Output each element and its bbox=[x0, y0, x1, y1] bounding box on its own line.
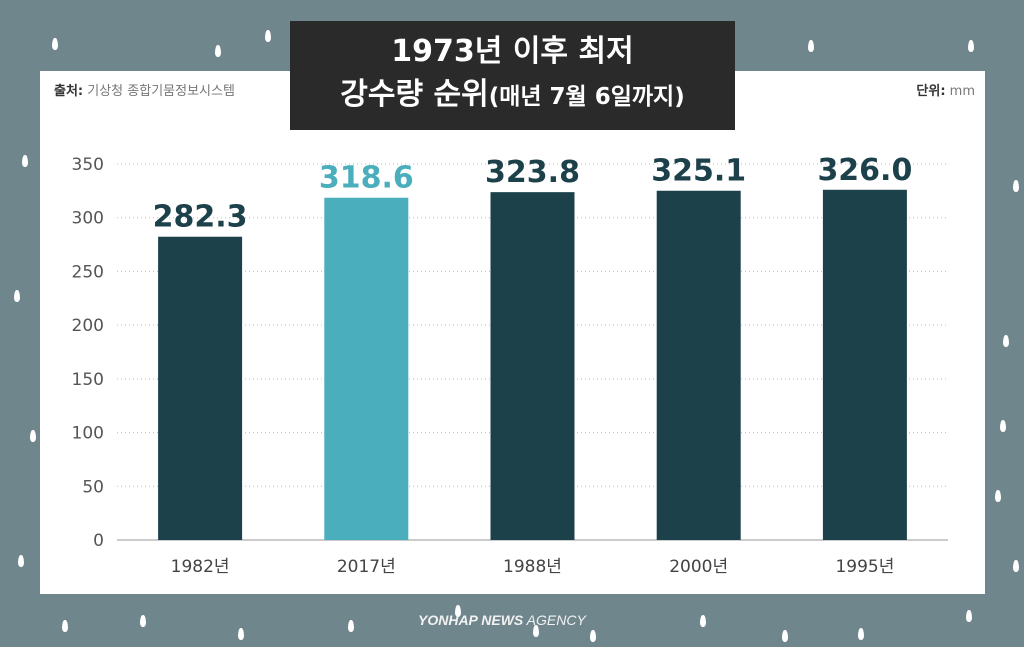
value-label: 325.1 bbox=[651, 154, 746, 189]
bar bbox=[822, 189, 907, 541]
raindrop-icon bbox=[1013, 560, 1019, 572]
x-tick-label: 2000년 bbox=[669, 557, 728, 577]
raindrop-icon bbox=[348, 620, 354, 632]
raindrop-icon bbox=[533, 625, 539, 637]
raindrop-icon bbox=[455, 605, 461, 617]
source-note: 출처: 기상청 종합기뭄정보시스템 bbox=[54, 84, 235, 99]
x-tick-label: 1995년 bbox=[835, 557, 894, 577]
value-label: 326.0 bbox=[817, 153, 912, 188]
raindrop-icon bbox=[22, 155, 28, 167]
value-label: 282.3 bbox=[153, 200, 248, 235]
raindrop-icon bbox=[1000, 420, 1006, 432]
raindrop-icon bbox=[215, 45, 221, 57]
bar bbox=[158, 236, 243, 541]
raindrop-icon bbox=[140, 615, 146, 627]
raindrop-icon bbox=[52, 38, 58, 50]
y-tick-label: 350 bbox=[72, 155, 104, 175]
x-tick-label: 2017년 bbox=[337, 557, 396, 577]
unit-note: 단위: mm bbox=[916, 84, 975, 99]
y-tick-label: 50 bbox=[82, 477, 104, 497]
y-tick-label: 200 bbox=[72, 316, 104, 336]
bar bbox=[656, 190, 741, 541]
y-tick-label: 250 bbox=[72, 262, 104, 282]
value-label: 323.8 bbox=[485, 155, 580, 190]
y-tick-label: 0 bbox=[93, 531, 104, 551]
bar bbox=[324, 197, 409, 540]
raindrop-icon bbox=[62, 620, 68, 632]
x-tick-label: 1982년 bbox=[171, 557, 230, 577]
raindrop-icon bbox=[1003, 335, 1009, 347]
y-tick-label: 100 bbox=[72, 424, 104, 444]
raindrop-icon bbox=[265, 30, 271, 42]
raindrop-icon bbox=[995, 490, 1001, 502]
yonhap-logo: YONHAP NEWS AGENCY bbox=[418, 612, 586, 628]
chart-title: 1973년 이후 최저 강수량 순위(매년 7월 6일까지) bbox=[290, 21, 735, 130]
raindrop-icon bbox=[14, 290, 20, 302]
raindrop-icon bbox=[18, 555, 24, 567]
raindrop-icon bbox=[590, 630, 596, 642]
bar bbox=[490, 192, 575, 540]
raindrop-icon bbox=[968, 40, 974, 52]
raindrop-icon bbox=[30, 430, 36, 442]
y-tick-label: 150 bbox=[72, 370, 104, 390]
raindrop-icon bbox=[858, 628, 864, 640]
y-tick-label: 300 bbox=[72, 209, 104, 229]
raindrop-icon bbox=[238, 628, 244, 640]
x-tick-label: 1988년 bbox=[503, 557, 562, 577]
raindrop-icon bbox=[782, 630, 788, 642]
raindrop-icon bbox=[808, 40, 814, 52]
raindrop-icon bbox=[966, 610, 972, 622]
raindrop-icon bbox=[1013, 180, 1019, 192]
raindrop-icon bbox=[700, 615, 706, 627]
value-label: 318.6 bbox=[319, 161, 414, 196]
